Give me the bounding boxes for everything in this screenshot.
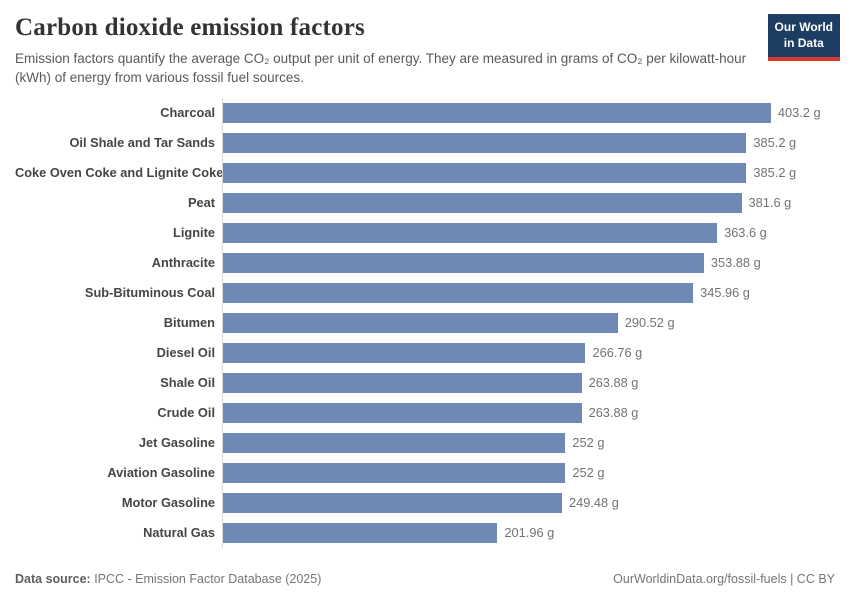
bar-row: Coke Oven Coke and Lignite Coke 385.2 g (15, 157, 840, 188)
owid-link[interactable]: OurWorldinData.org/fossil-fuels | CC BY (613, 572, 835, 586)
value-label: 290.52 g (624, 315, 675, 331)
category-label: Peat (187, 195, 215, 211)
chart-header: Carbon dioxide emission factors Emission… (15, 12, 840, 88)
owid-logo-line2: in Data (783, 35, 824, 50)
value-label: 252 g (572, 465, 605, 481)
value-label: 381.6 g (748, 195, 792, 211)
category-label: Motor Gasoline (121, 495, 215, 511)
bar-track: 201.96 g (222, 517, 840, 548)
value-label: 266.76 g (592, 345, 643, 361)
bar[interactable] (223, 372, 582, 393)
bar-row: Crude Oil 263.88 g (15, 397, 840, 428)
value-label: 353.88 g (710, 255, 761, 271)
bar[interactable] (223, 402, 582, 423)
bar[interactable] (223, 282, 694, 303)
data-source: Data source: IPCC - Emission Factor Data… (15, 572, 321, 586)
bar-track: 345.96 g (222, 277, 840, 308)
chart-title: Carbon dioxide emission factors (15, 14, 365, 41)
bar-row: Natural Gas 201.96 g (15, 517, 840, 548)
category-label: Shale Oil (160, 375, 215, 391)
category-label: Diesel Oil (156, 345, 215, 361)
bar-track: 363.6 g (222, 217, 840, 248)
bar[interactable] (223, 192, 742, 213)
data-source-text: IPCC - Emission Factor Database (2025) (90, 572, 322, 586)
value-label: 252 g (572, 435, 605, 451)
value-label: 385.2 g (753, 135, 797, 151)
bar[interactable] (223, 462, 566, 483)
bar[interactable] (223, 432, 566, 453)
bar[interactable] (223, 492, 562, 513)
category-label: Jet Gasoline (138, 435, 215, 451)
bar[interactable] (223, 522, 498, 543)
bar[interactable] (223, 132, 747, 153)
category-label: Lignite (173, 225, 215, 241)
bar-track: 263.88 g (222, 367, 840, 398)
bar-row: Lignite 363.6 g (15, 217, 840, 248)
bar[interactable] (223, 312, 618, 333)
bar-track: 252 g (222, 457, 840, 488)
category-label: Natural Gas (143, 525, 215, 541)
owid-logo-line1: Our World (774, 20, 833, 34)
bar-row: Aviation Gasoline 252 g (15, 457, 840, 488)
bar-chart: Charcoal 403.2 g Oil Shale and Tar Sands 38… (15, 97, 840, 548)
bar-row: Anthracite 353.88 g (15, 247, 840, 278)
value-label: 263.88 g (588, 375, 639, 391)
category-label: Sub-Bituminous Coal (84, 285, 215, 301)
bar[interactable] (223, 252, 704, 273)
category-label: Oil Shale and Tar Sands (69, 135, 215, 151)
bar[interactable] (223, 342, 586, 363)
category-label: Coke Oven Coke and Lignite Coke (15, 165, 224, 181)
chart-subtitle: Emission factors quantify the average CO… (15, 51, 747, 85)
category-label: Bitumen (163, 315, 215, 331)
bar-track: 263.88 g (222, 397, 840, 428)
bar-track: 252 g (222, 427, 840, 458)
bar-track: 385.2 g (222, 127, 840, 158)
value-label: 249.48 g (569, 495, 619, 511)
bar-row: Shale Oil 263.88 g (15, 367, 840, 398)
bar-track: 385.2 g (222, 157, 840, 188)
bar-row: Bitumen 290.52 g (15, 307, 840, 338)
bar[interactable] (223, 102, 771, 123)
bar-row: Oil Shale and Tar Sands 385.2 g (15, 127, 840, 158)
category-label: Charcoal (160, 105, 215, 121)
bar-track: 381.6 g (222, 187, 840, 218)
bar-track: 266.76 g (222, 337, 840, 368)
value-label: 403.2 g (777, 105, 821, 121)
bar-row: Sub-Bituminous Coal 345.96 g (15, 277, 840, 308)
bar-row: Peat 381.6 g (15, 187, 840, 218)
value-label: 363.6 g (724, 225, 767, 241)
bar-track: 403.2 g (222, 97, 840, 128)
bar[interactable] (223, 222, 718, 243)
header-text: Carbon dioxide emission factors Emission… (15, 12, 768, 88)
bar-track: 249.48 g (222, 487, 840, 518)
bar-track: 290.52 g (222, 307, 840, 338)
chart-footer: Data source: IPCC - Emission Factor Data… (15, 572, 840, 590)
value-label: 263.88 g (588, 405, 639, 421)
category-label: Crude Oil (157, 405, 215, 421)
owid-logo[interactable]: Our World in Data (767, 14, 840, 62)
category-label: Aviation Gasoline (107, 465, 215, 481)
bar-track: 353.88 g (222, 247, 840, 278)
category-label: Anthracite (151, 255, 215, 271)
bar-row: Motor Gasoline 249.48 g (15, 487, 840, 518)
data-source-label: Data source: (15, 572, 91, 586)
value-label: 385.2 g (753, 165, 797, 181)
bar-row: Jet Gasoline 252 g (15, 427, 840, 458)
bar-row: Charcoal 403.2 g (15, 97, 840, 128)
bar[interactable] (223, 162, 747, 183)
bar-row: Diesel Oil 266.76 g (15, 337, 840, 368)
value-label: 345.96 g (700, 285, 750, 301)
value-label: 201.96 g (504, 525, 555, 541)
